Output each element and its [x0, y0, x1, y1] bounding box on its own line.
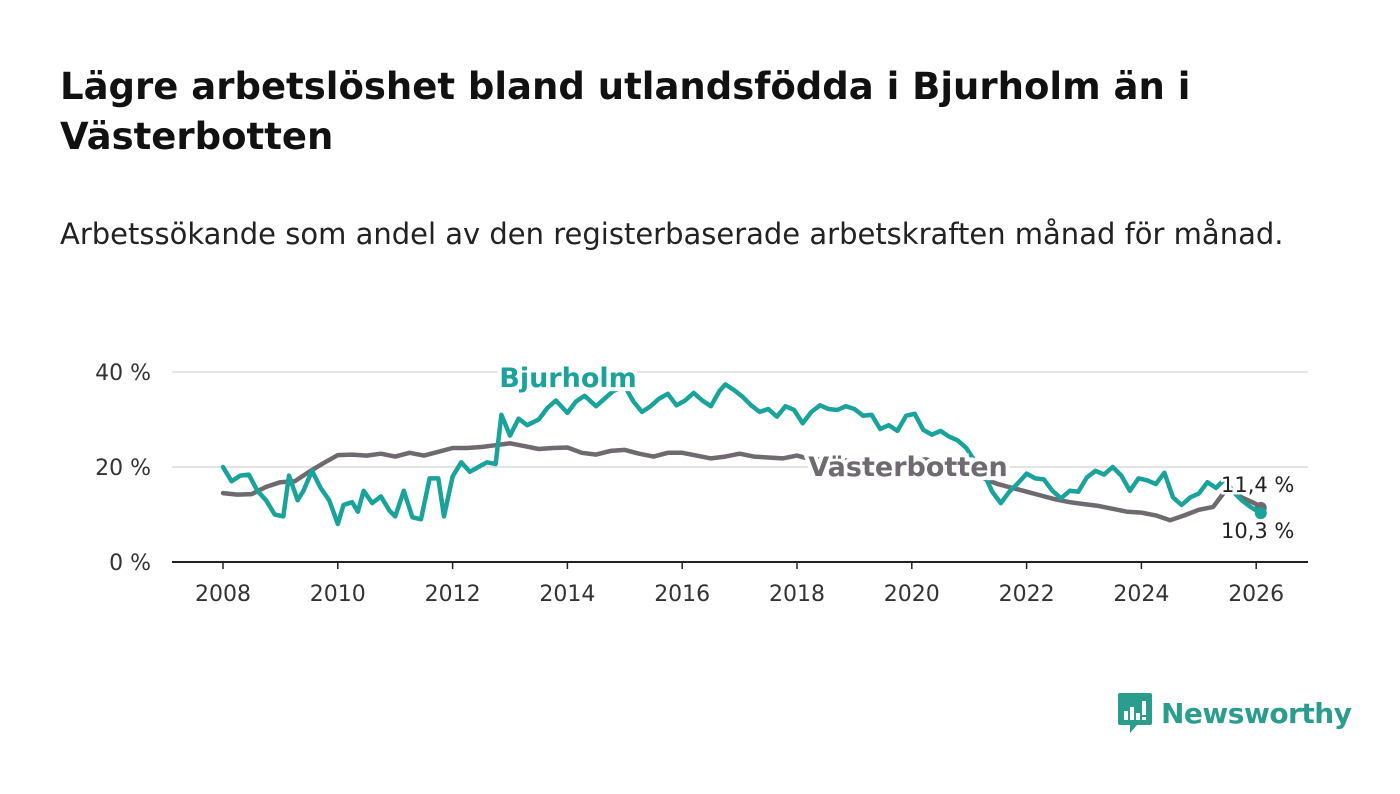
y-tick-label: 20 % [95, 456, 151, 481]
end-value-bjurholm: 10,3 % [1221, 519, 1294, 543]
chart-subtitle: Arbetssökande som andel av den registerb… [60, 217, 1284, 251]
series-label-vasterbotten: Västerbotten [808, 452, 1007, 483]
series-line-vasterbotten [220, 441, 1264, 523]
x-tick-label: 2020 [884, 582, 940, 607]
x-tick-label: 2024 [1113, 582, 1169, 607]
x-tick-label: 2014 [539, 582, 595, 607]
series-lines [220, 382, 1267, 527]
newsworthy-logo: Newsworthy [1117, 690, 1352, 736]
series-labels: Bjurholm Västerbotten 11,4 % 10,3 % [495, 359, 1297, 546]
y-tick-label: 0 % [109, 551, 151, 576]
y-tick-label: 40 % [95, 361, 151, 386]
x-tick-label: 2018 [769, 582, 825, 607]
gridlines [172, 371, 1308, 468]
x-tick-label: 2012 [425, 582, 481, 607]
x-tick-label: 2026 [1228, 582, 1284, 607]
x-tick-label: 2016 [654, 582, 710, 607]
x-tick-label: 2022 [999, 582, 1055, 607]
series-line-bjurholm [220, 382, 1264, 527]
line-chart: 0 % 20 % 40 % 2008 2010 2012 2014 2016 2018 2020 2… [95, 359, 1308, 607]
end-point-bjurholm [1254, 507, 1267, 520]
end-value-vasterbotten: 11,4 % [1221, 473, 1294, 497]
axes: 0 % 20 % 40 % 2008 2010 2012 2014 2016 2018 2020 2… [95, 361, 1308, 607]
x-tick-label: 2010 [310, 582, 366, 607]
newsworthy-logo-text: Newsworthy [1161, 696, 1352, 730]
newsworthy-logo-icon [1118, 693, 1152, 733]
x-tick-label: 2008 [195, 582, 251, 607]
chart-title: Lägre arbetslöshet bland utlandsfödda i … [60, 65, 1191, 158]
series-label-bjurholm: Bjurholm [499, 363, 637, 394]
